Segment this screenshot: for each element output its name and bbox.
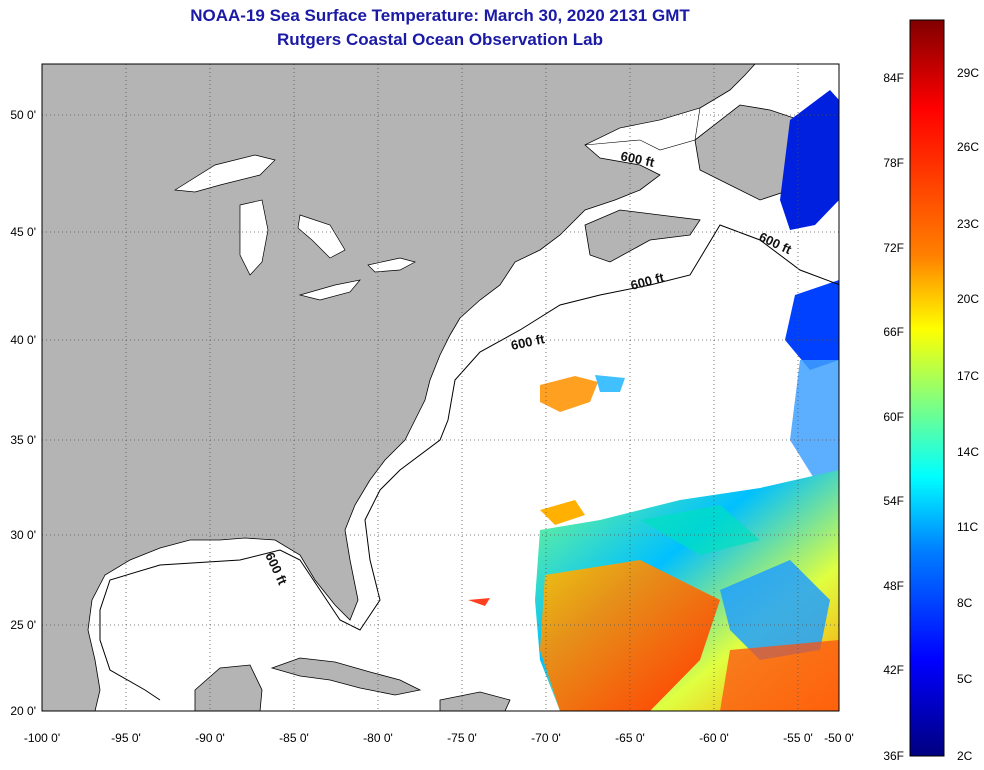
lon-label: -95 0' xyxy=(111,731,141,745)
map-frame xyxy=(41,63,840,712)
colorbar-f-label: 66F xyxy=(883,325,904,339)
lon-label: -90 0' xyxy=(195,731,225,745)
longitude-axis: -100 0' -95 0' -90 0' -85 0' -80 0' -75 … xyxy=(24,731,854,745)
colorbar-fahrenheit-labels: 84F 78F 72F 66F 60F 54F 48F 42F 36F xyxy=(883,71,904,763)
lat-label: 25 0' xyxy=(10,618,36,632)
colorbar-f-label: 54F xyxy=(883,494,904,508)
great-lakes xyxy=(173,154,416,301)
lat-label: 30 0' xyxy=(10,528,36,542)
map-subtitle: Rutgers Coastal Ocean Observation Lab xyxy=(277,30,603,49)
colorbar-c-label: 23C xyxy=(957,217,979,231)
land-hispaniola xyxy=(439,691,511,711)
colorbar-c-label: 2C xyxy=(957,749,973,763)
lat-label: 50 0' xyxy=(10,108,36,122)
lon-label: -100 0' xyxy=(24,731,60,745)
colorbar-c-label: 14C xyxy=(957,445,979,459)
colorbar-c-label: 17C xyxy=(957,369,979,383)
lat-label: 35 0' xyxy=(10,433,36,447)
lat-label: 45 0' xyxy=(10,225,36,239)
colorbar-f-label: 48F xyxy=(883,579,904,593)
colorbar-c-label: 11C xyxy=(957,520,978,534)
lon-label: -75 0' xyxy=(447,731,477,745)
land-cuba xyxy=(270,657,422,696)
colorbar xyxy=(909,19,945,757)
lat-label: 40 0' xyxy=(10,333,36,347)
colorbar-c-label: 26C xyxy=(957,140,979,154)
lon-label: -65 0' xyxy=(615,731,645,745)
map-title: NOAA-19 Sea Surface Temperature: March 3… xyxy=(190,6,690,25)
colorbar-c-label: 8C xyxy=(957,596,973,610)
colorbar-celsius-labels: 29C 26C 23C 20C 17C 14C 11C 8C 5C 2C xyxy=(957,66,979,763)
lon-label: -60 0' xyxy=(699,731,729,745)
graticule xyxy=(42,64,839,711)
depth-contour-600ft xyxy=(99,224,839,701)
lat-label: 20 0' xyxy=(10,704,36,718)
colorbar-f-label: 78F xyxy=(883,156,904,170)
land-nova-scotia xyxy=(584,209,701,263)
land-yucatan xyxy=(194,664,263,711)
colorbar-f-label: 42F xyxy=(883,663,904,677)
lon-label: -50 0' xyxy=(824,731,854,745)
lon-label: -70 0' xyxy=(531,731,561,745)
lon-label: -80 0' xyxy=(363,731,393,745)
colorbar-f-label: 84F xyxy=(883,71,904,85)
colorbar-c-label: 5C xyxy=(957,672,973,686)
lon-label: -85 0' xyxy=(279,731,309,745)
colorbar-f-label: 72F xyxy=(883,241,904,255)
colorbar-f-label: 36F xyxy=(883,749,904,763)
colorbar-f-label: 60F xyxy=(883,410,904,424)
colorbar-c-label: 29C xyxy=(957,66,979,80)
sst-data xyxy=(468,90,839,711)
colorbar-c-label: 20C xyxy=(957,292,979,306)
latitude-axis: 50 0' 45 0' 40 0' 35 0' 30 0' 25 0' 20 0… xyxy=(10,108,36,718)
depth-label: 600 ft xyxy=(619,148,656,170)
depth-label: 600 ft xyxy=(510,331,547,353)
lon-label: -55 0' xyxy=(783,731,813,745)
land-north-america xyxy=(42,64,756,711)
